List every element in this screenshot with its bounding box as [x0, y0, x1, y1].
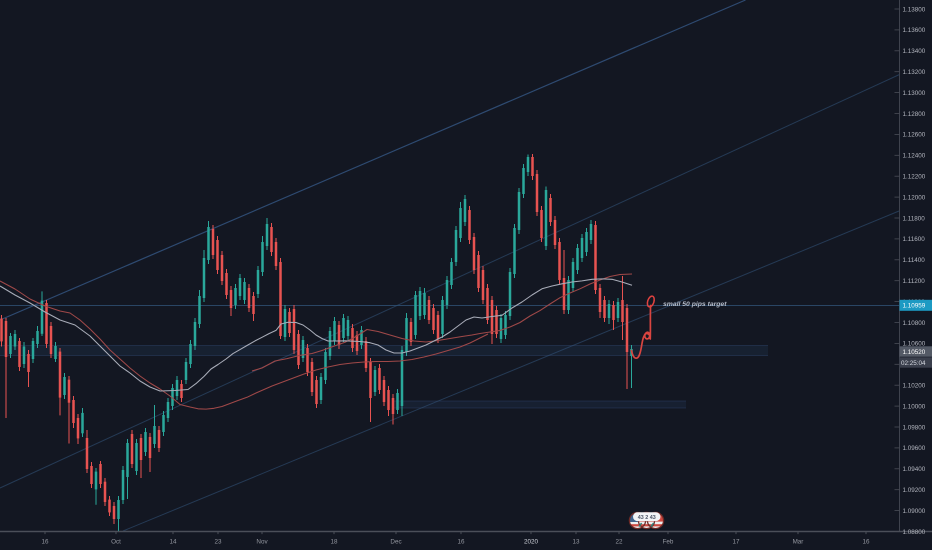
svg-text:1.11400: 1.11400 [903, 257, 926, 264]
svg-text:Dec: Dec [390, 539, 401, 546]
svg-text:17: 17 [732, 539, 740, 546]
svg-text:1.12000: 1.12000 [903, 194, 926, 201]
svg-text:1.08800: 1.08800 [903, 529, 926, 536]
svg-text:22: 22 [615, 539, 623, 546]
svg-text:2020: 2020 [524, 539, 539, 546]
svg-text:1.12600: 1.12600 [903, 132, 926, 139]
svg-text:1.10600: 1.10600 [903, 341, 926, 348]
svg-text:1.12200: 1.12200 [903, 174, 926, 181]
svg-text:1.12800: 1.12800 [903, 111, 926, 118]
svg-text:23: 23 [214, 539, 222, 546]
svg-text:1.09800: 1.09800 [903, 424, 926, 431]
svg-text:13: 13 [572, 539, 580, 546]
svg-text:16: 16 [457, 539, 465, 546]
svg-text:1.13600: 1.13600 [903, 27, 926, 34]
svg-text:1.09000: 1.09000 [903, 508, 926, 515]
svg-text:1.10520: 1.10520 [903, 349, 926, 356]
svg-text:Nov: Nov [256, 539, 268, 546]
svg-text:Oct: Oct [111, 539, 121, 546]
svg-text:1.09400: 1.09400 [903, 466, 926, 473]
svg-text:1.10800: 1.10800 [903, 320, 926, 327]
svg-text:1.13800: 1.13800 [903, 6, 926, 13]
svg-text:14: 14 [169, 539, 177, 546]
svg-text:Feb: Feb [663, 539, 674, 546]
svg-text:1.09200: 1.09200 [903, 487, 926, 494]
svg-text:1.13400: 1.13400 [903, 48, 926, 55]
svg-text:1.11600: 1.11600 [903, 236, 926, 243]
svg-text:43 2 43: 43 2 43 [638, 515, 656, 521]
svg-text:1.13000: 1.13000 [903, 90, 926, 97]
svg-text:02:25:04: 02:25:04 [901, 360, 926, 367]
svg-text:1.11200: 1.11200 [903, 278, 926, 285]
svg-text:1.10959: 1.10959 [903, 303, 926, 310]
svg-text:small 50 pips target: small 50 pips target [663, 301, 727, 308]
svg-text:1.10200: 1.10200 [903, 383, 926, 390]
svg-text:1.10000: 1.10000 [903, 403, 926, 410]
svg-text:1.11800: 1.11800 [903, 215, 926, 222]
svg-text:1.13200: 1.13200 [903, 69, 926, 76]
svg-text:1.09600: 1.09600 [903, 445, 926, 452]
svg-text:Mar: Mar [793, 539, 804, 546]
svg-text:16: 16 [862, 539, 870, 546]
svg-text:16: 16 [41, 539, 49, 546]
svg-text:18: 18 [330, 539, 338, 546]
svg-text:1.12400: 1.12400 [903, 153, 926, 160]
